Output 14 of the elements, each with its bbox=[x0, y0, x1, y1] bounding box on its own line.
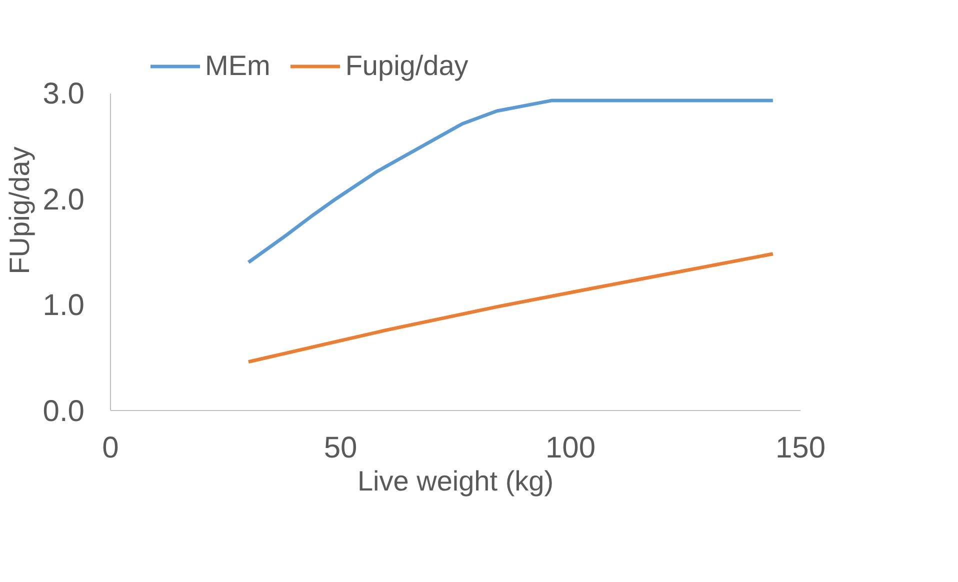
line-series bbox=[246, 252, 775, 364]
x-axis-title: Live weight (kg) bbox=[357, 466, 554, 496]
x-tick-label: 150 bbox=[775, 432, 826, 464]
legend-label: MEm bbox=[205, 50, 270, 82]
x-tick-label: 50 bbox=[324, 432, 358, 464]
x-tick-label: 100 bbox=[545, 432, 596, 464]
y-tick-label: 1.0 bbox=[42, 289, 85, 322]
y-axis-title: FUpig/day bbox=[4, 146, 35, 274]
x-tick-label: 0 bbox=[102, 432, 119, 464]
y-tick-label: 2.0 bbox=[42, 183, 85, 216]
y-tick-label: 3.0 bbox=[42, 78, 85, 111]
legend-label: Fupig/day bbox=[345, 50, 468, 82]
line-series bbox=[246, 98, 775, 264]
y-tick-label: 0.0 bbox=[42, 395, 85, 428]
